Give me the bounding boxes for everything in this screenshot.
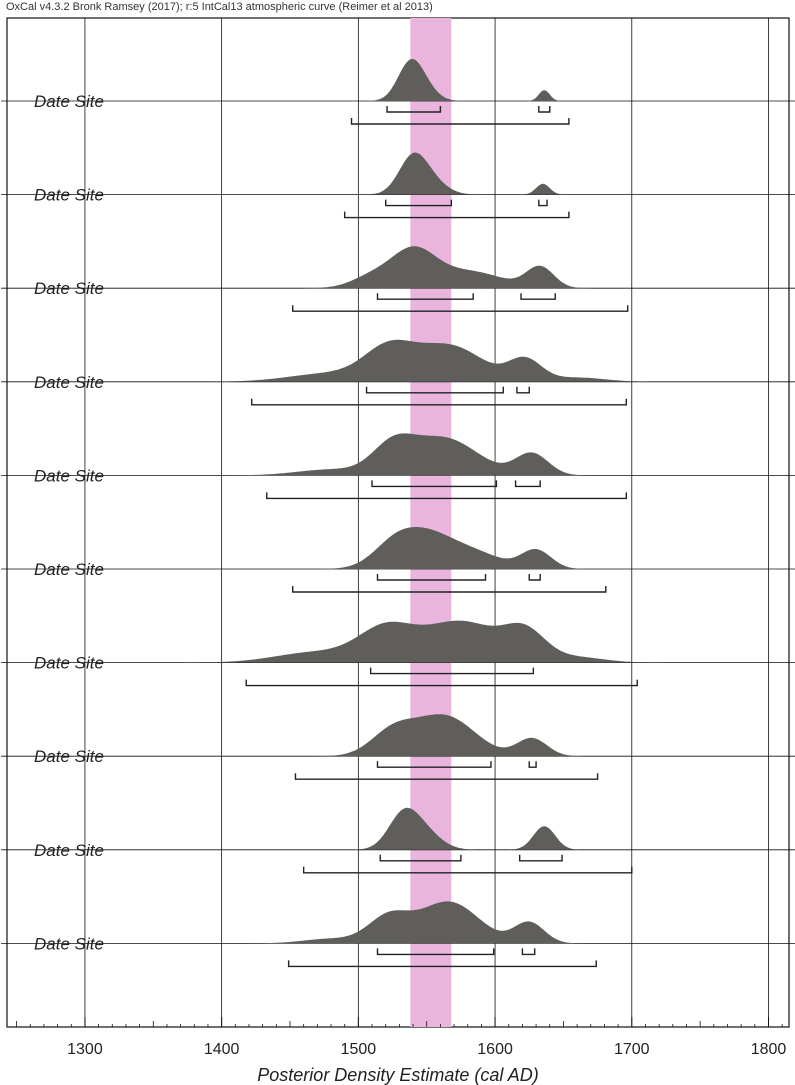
gridlines: [1, 18, 795, 1027]
x-tick-label-1800: 1800: [751, 1041, 787, 1058]
row-label: Date Site: [34, 841, 104, 860]
x-tick-label-1600: 1600: [477, 1041, 513, 1058]
density-curve: [7, 433, 789, 476]
density-curve: [7, 901, 789, 944]
row-label: Date Site: [34, 747, 104, 766]
row-label: Date Site: [34, 186, 104, 205]
range-68-bracket: [369, 667, 535, 675]
range-95-bracket: [287, 960, 597, 968]
density-curve: [7, 339, 789, 382]
density-curve: [7, 152, 789, 195]
row-label: Date Site: [34, 560, 104, 579]
range-68-bracket: [520, 293, 556, 300]
row-label: Date Site: [34, 466, 104, 485]
range-95-bracket: [292, 586, 607, 593]
range-68-bracket: [376, 574, 487, 581]
range-68-bracket: [514, 480, 541, 488]
range-68-bracket: [376, 948, 495, 956]
range-68-bracket: [528, 761, 537, 768]
density-curve: [7, 246, 789, 289]
range-68-bracket: [386, 106, 442, 113]
range-68-bracket: [376, 293, 474, 300]
range-68-bracket: [518, 854, 563, 862]
plot-frame: [6, 17, 790, 1028]
range-68-bracket: [365, 386, 504, 394]
range-95-bracket: [292, 305, 629, 312]
density-curve: [7, 620, 789, 663]
density-curve: [7, 527, 789, 569]
range-68-bracket: [521, 948, 536, 956]
range-68-bracket: [376, 761, 492, 768]
density-curve: [7, 59, 789, 101]
x-tick-label-1300: 1300: [67, 1041, 103, 1058]
range-95-bracket: [350, 118, 570, 125]
density-curve: [7, 807, 789, 850]
range-95-bracket: [343, 211, 570, 219]
range-95-bracket: [294, 773, 599, 780]
row-label: Date Site: [34, 92, 104, 111]
range-95-bracket: [245, 679, 638, 687]
range-95-bracket: [302, 866, 633, 874]
density-curve: [7, 714, 789, 757]
range-brackets: [245, 106, 638, 968]
row-label: Date Site: [34, 279, 104, 298]
plot-border: [6, 17, 790, 1028]
chart-header: OxCal v4.3.2 Bronk Ramsey (2017); r:5 In…: [6, 1, 433, 13]
density-curves: [7, 59, 789, 944]
range-68-bracket: [516, 386, 530, 394]
x-axis-label: Posterior Density Estimate (cal AD): [257, 1065, 538, 1085]
x-tick-label-1500: 1500: [341, 1041, 377, 1058]
row-label: Date Site: [34, 373, 104, 392]
range-68-bracket: [528, 574, 541, 581]
x-axis: 1300 1400 1500 1600 1700 1800: [16, 1017, 787, 1058]
range-68-bracket: [379, 854, 462, 862]
range-95-bracket: [266, 492, 628, 500]
range-68-bracket: [538, 106, 551, 113]
range-68-bracket: [384, 199, 453, 207]
row-labels: Date Site Date Site Date Site Date Site Date…: [34, 92, 104, 953]
range-68-bracket: [538, 199, 548, 207]
x-tick-label-1700: 1700: [614, 1041, 650, 1058]
row-label: Date Site: [34, 934, 104, 953]
x-tick-label-1400: 1400: [204, 1041, 240, 1058]
row-label: Date Site: [34, 654, 104, 673]
range-95-bracket: [251, 398, 628, 406]
range-68-bracket: [371, 480, 498, 488]
